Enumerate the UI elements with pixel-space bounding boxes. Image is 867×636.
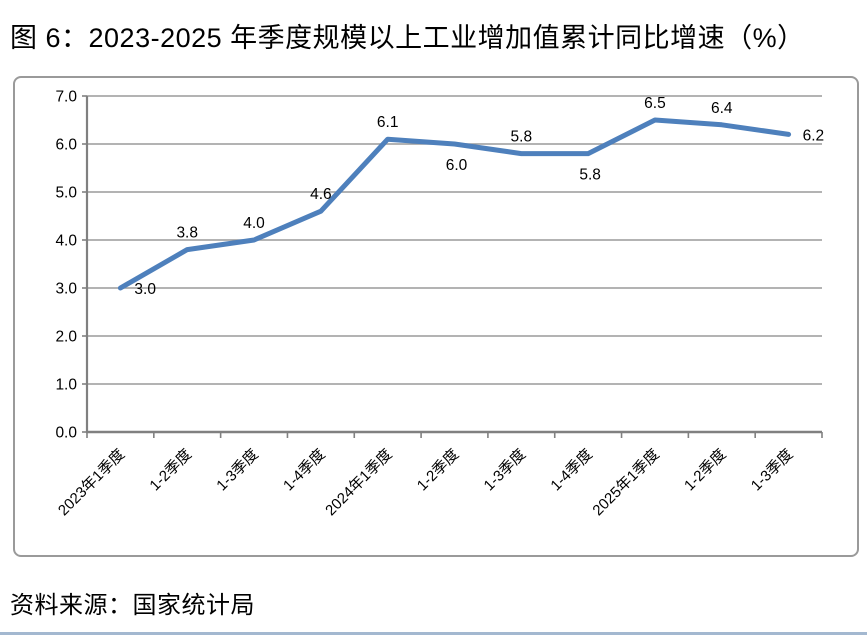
line-chart: 7.0 6.0 5.0 4.0 3.0 2.0 1.0 0.0 3.0 3.8 4.0 4.6 6.1 6… bbox=[55, 89, 824, 520]
svg-text:1-4季度: 1-4季度 bbox=[547, 446, 596, 495]
svg-text:6.5: 6.5 bbox=[644, 95, 666, 112]
svg-text:5.8: 5.8 bbox=[579, 167, 601, 184]
svg-text:3.0: 3.0 bbox=[55, 281, 77, 298]
svg-text:6.0: 6.0 bbox=[446, 157, 468, 174]
svg-text:1-2季度: 1-2季度 bbox=[681, 446, 730, 495]
svg-text:4.0: 4.0 bbox=[55, 233, 77, 250]
svg-text:1.0: 1.0 bbox=[55, 377, 77, 394]
svg-text:1-3季度: 1-3季度 bbox=[213, 446, 262, 495]
series-line bbox=[117, 117, 792, 291]
svg-text:2025年1季度: 2025年1季度 bbox=[589, 446, 662, 519]
x-axis-ticks bbox=[86, 432, 823, 438]
svg-text:6.2: 6.2 bbox=[803, 127, 825, 144]
svg-text:4.0: 4.0 bbox=[243, 215, 265, 232]
svg-text:3.8: 3.8 bbox=[176, 225, 198, 242]
svg-text:5.8: 5.8 bbox=[511, 129, 533, 146]
data-labels: 3.0 3.8 4.0 4.6 6.1 6.0 5.8 5.8 6.5 6.4 6.2 bbox=[134, 95, 824, 298]
svg-text:0.0: 0.0 bbox=[55, 425, 77, 442]
chart-container: 7.0 6.0 5.0 4.0 3.0 2.0 1.0 0.0 3.0 3.8 4.0 4.6 6.1 6… bbox=[13, 76, 859, 557]
svg-text:7.0: 7.0 bbox=[55, 89, 77, 106]
svg-text:2024年1季度: 2024年1季度 bbox=[322, 446, 395, 519]
figure-title: 图 6：2023-2025 年季度规模以上工业增加值累计同比增速（%） bbox=[10, 23, 805, 53]
svg-text:6.0: 6.0 bbox=[55, 137, 77, 154]
svg-text:5.0: 5.0 bbox=[55, 185, 77, 202]
svg-text:1-3季度: 1-3季度 bbox=[481, 446, 530, 495]
svg-text:4.6: 4.6 bbox=[310, 186, 332, 203]
svg-text:1-3季度: 1-3季度 bbox=[748, 446, 797, 495]
svg-text:6.1: 6.1 bbox=[377, 114, 399, 131]
bottom-divider bbox=[0, 632, 867, 635]
y-axis-tick-labels: 7.0 6.0 5.0 4.0 3.0 2.0 1.0 0.0 bbox=[55, 89, 77, 442]
svg-text:1-2季度: 1-2季度 bbox=[414, 446, 463, 495]
source-note: 资料来源：国家统计局 bbox=[10, 592, 255, 619]
svg-text:2023年1季度: 2023年1季度 bbox=[55, 446, 128, 519]
svg-text:1-2季度: 1-2季度 bbox=[146, 446, 195, 495]
svg-text:3.0: 3.0 bbox=[134, 281, 156, 298]
svg-text:6.4: 6.4 bbox=[711, 100, 733, 117]
svg-text:1-4季度: 1-4季度 bbox=[280, 446, 329, 495]
svg-text:2.0: 2.0 bbox=[55, 329, 77, 346]
gridlines bbox=[82, 95, 822, 433]
